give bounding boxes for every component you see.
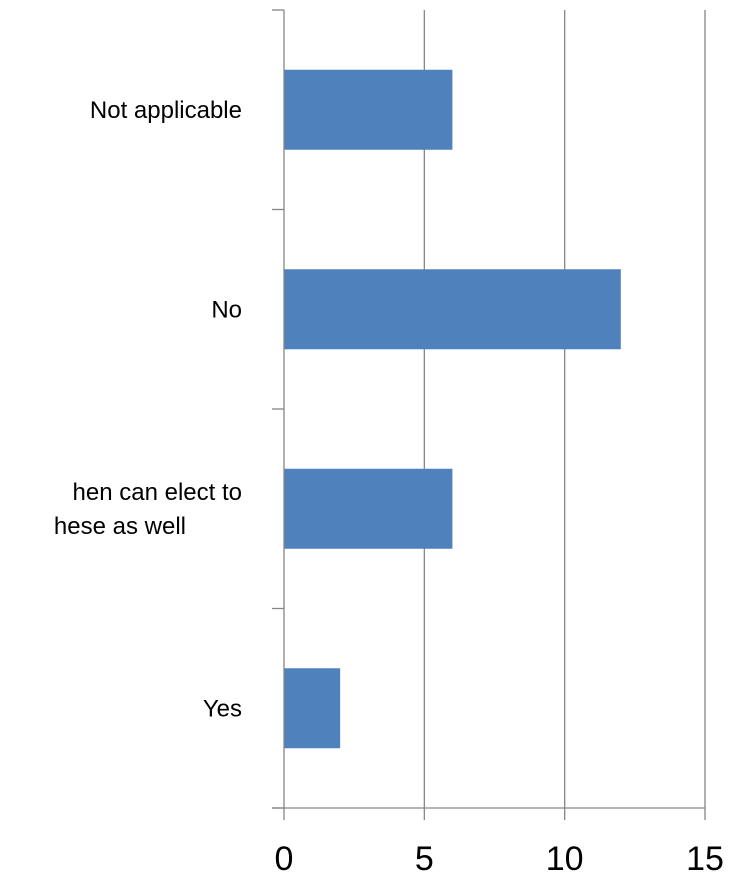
category-label-3-0: Not applicable [90,97,242,124]
bar-1 [284,468,453,549]
x-tick-label-0: 0 [275,840,294,878]
labels: 0 5 10 15 Yes hen can elect to hese as well No N… [54,97,724,878]
category-label-1-1: hese as well [54,513,186,540]
gridlines [423,10,706,820]
bar-2 [284,269,621,350]
bars [284,69,621,749]
category-label-1-0: hen can elect to [73,479,242,506]
x-tick-label-15: 15 [686,840,724,878]
category-label-0-0: Yes [203,695,242,722]
x-tick-label-5: 5 [415,840,434,878]
bar-3 [284,69,453,150]
axes [272,9,705,820]
category-label-2-0: No [211,296,242,323]
bar-0 [284,668,341,749]
x-tick-label-10: 10 [546,840,584,878]
